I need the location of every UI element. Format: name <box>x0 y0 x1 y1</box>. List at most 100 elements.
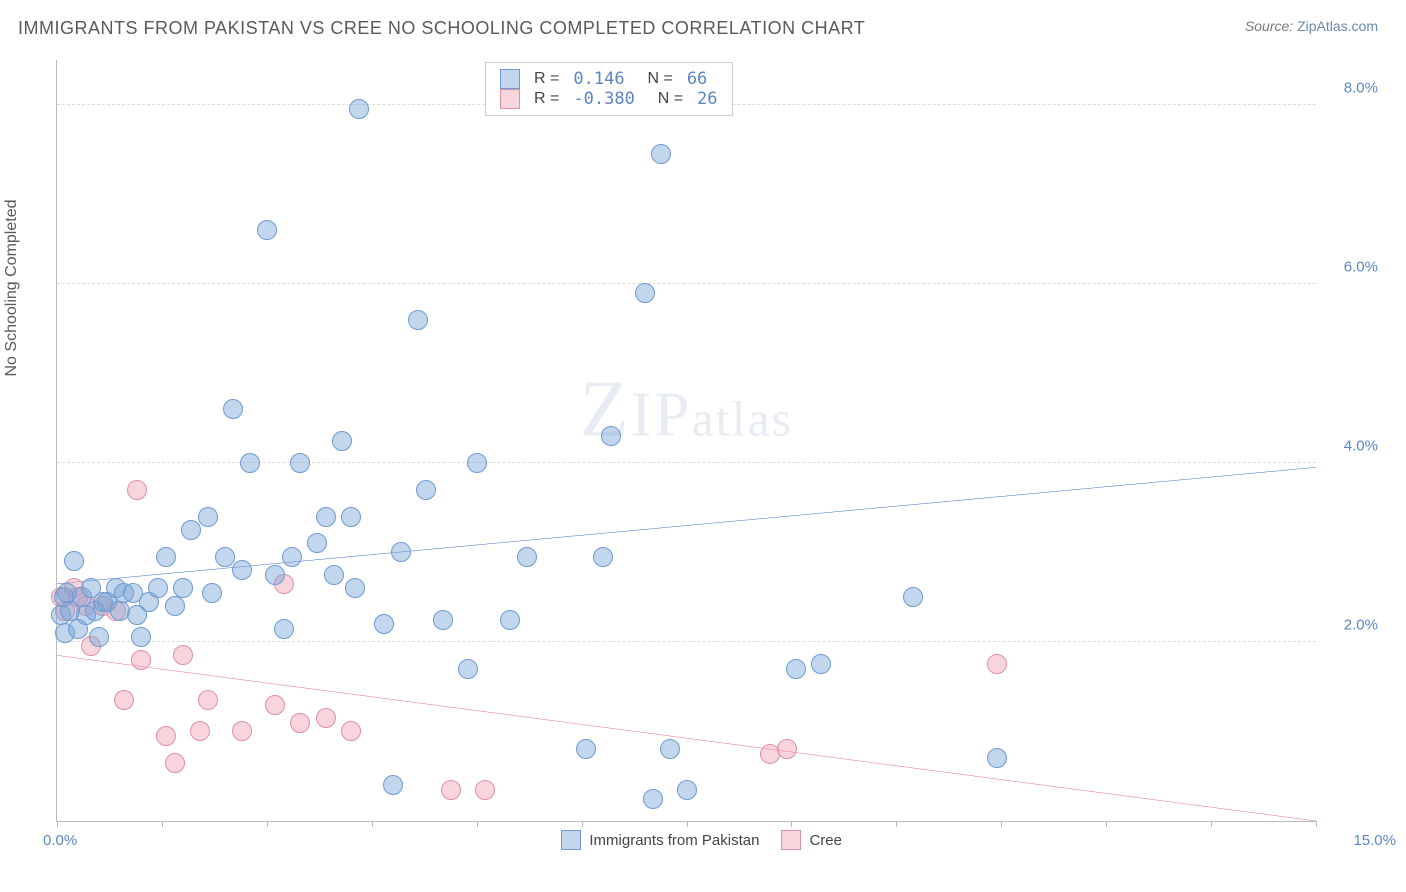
swatch-pink <box>500 89 520 109</box>
y-tick-label: 6.0% <box>1344 258 1378 275</box>
data-point-blue <box>467 453 487 473</box>
data-point-blue <box>786 659 806 679</box>
data-point-blue <box>601 426 621 446</box>
data-point-blue <box>64 551 84 571</box>
gridline <box>57 283 1316 284</box>
source-attribution: Source: ZipAtlas.com <box>1245 18 1378 34</box>
x-tick <box>162 821 163 827</box>
data-point-blue <box>660 739 680 759</box>
x-tick <box>1106 821 1107 827</box>
x-tick <box>1316 821 1317 827</box>
correlation-legend: R = 0.146 N = 66 R = -0.380 N = 26 <box>485 62 732 116</box>
data-point-blue <box>131 627 151 647</box>
y-tick-label: 8.0% <box>1344 79 1378 96</box>
x-tick <box>1001 821 1002 827</box>
data-point-blue <box>903 587 923 607</box>
data-point-pink <box>190 721 210 741</box>
data-point-blue <box>257 220 277 240</box>
chart-title: IMMIGRANTS FROM PAKISTAN VS CREE NO SCHO… <box>18 18 865 39</box>
data-point-pink <box>198 690 218 710</box>
trend-lines <box>57 60 1316 821</box>
data-point-blue <box>458 659 478 679</box>
n-value-blue: 66 <box>687 69 707 89</box>
legend-row-pink: R = -0.380 N = 26 <box>500 89 717 109</box>
data-point-blue <box>593 547 613 567</box>
data-point-blue <box>156 547 176 567</box>
data-point-blue <box>433 610 453 630</box>
data-point-blue <box>316 507 336 527</box>
swatch-blue <box>500 69 520 89</box>
data-point-pink <box>265 695 285 715</box>
scatter-plot: ZIPatlas R = 0.146 N = 66 R = -0.380 N =… <box>56 60 1316 822</box>
r-label: R = <box>534 90 559 108</box>
x-tick <box>57 821 58 827</box>
x-tick <box>791 821 792 827</box>
data-point-blue <box>349 99 369 119</box>
data-point-blue <box>274 619 294 639</box>
data-point-blue <box>811 654 831 674</box>
data-point-blue <box>202 583 222 603</box>
gridline <box>57 641 1316 642</box>
data-point-blue <box>89 627 109 647</box>
data-point-blue <box>408 310 428 330</box>
r-value-blue: 0.146 <box>573 69 624 89</box>
source-label: Source: <box>1245 18 1293 34</box>
data-point-blue <box>265 565 285 585</box>
data-point-blue <box>332 431 352 451</box>
legend-label-pink: Cree <box>809 832 842 849</box>
data-point-blue <box>576 739 596 759</box>
x-tick <box>582 821 583 827</box>
data-point-blue <box>181 520 201 540</box>
data-point-blue <box>677 780 697 800</box>
data-point-pink <box>290 713 310 733</box>
legend-item-blue: Immigrants from Pakistan <box>561 830 759 850</box>
legend-label-blue: Immigrants from Pakistan <box>589 832 759 849</box>
data-point-blue <box>324 565 344 585</box>
x-axis-max-label: 15.0% <box>1353 832 1396 849</box>
data-point-pink <box>131 650 151 670</box>
legend-row-blue: R = 0.146 N = 66 <box>500 69 717 89</box>
data-point-pink <box>777 739 797 759</box>
data-point-blue <box>643 789 663 809</box>
data-point-blue <box>240 453 260 473</box>
data-point-pink <box>987 654 1007 674</box>
data-point-blue <box>987 748 1007 768</box>
data-point-pink <box>316 708 336 728</box>
data-point-pink <box>475 780 495 800</box>
r-value-pink: -0.380 <box>573 89 634 109</box>
data-point-blue <box>345 578 365 598</box>
data-point-blue <box>635 283 655 303</box>
data-point-blue <box>223 399 243 419</box>
n-label: N = <box>649 90 683 108</box>
n-value-pink: 26 <box>697 89 717 109</box>
data-point-blue <box>416 480 436 500</box>
x-tick <box>687 821 688 827</box>
data-point-blue <box>383 775 403 795</box>
data-point-blue <box>290 453 310 473</box>
y-tick-label: 2.0% <box>1344 616 1378 633</box>
data-point-blue <box>374 614 394 634</box>
source-link[interactable]: ZipAtlas.com <box>1297 18 1378 34</box>
data-point-blue <box>198 507 218 527</box>
data-point-blue <box>282 547 302 567</box>
legend-item-pink: Cree <box>781 830 842 850</box>
data-point-pink <box>165 753 185 773</box>
data-point-pink <box>232 721 252 741</box>
n-label: N = <box>639 70 673 88</box>
swatch-blue-icon <box>561 830 581 850</box>
data-point-blue <box>148 578 168 598</box>
data-point-pink <box>127 480 147 500</box>
series-legend: Immigrants from Pakistan Cree <box>561 830 842 850</box>
data-point-blue <box>391 542 411 562</box>
data-point-pink <box>114 690 134 710</box>
data-point-blue <box>307 533 327 553</box>
x-tick <box>1211 821 1212 827</box>
data-point-blue <box>232 560 252 580</box>
x-tick <box>896 821 897 827</box>
swatch-pink-icon <box>781 830 801 850</box>
data-point-pink <box>156 726 176 746</box>
x-tick <box>267 821 268 827</box>
x-axis-min-label: 0.0% <box>43 832 77 849</box>
data-point-blue <box>215 547 235 567</box>
data-point-pink <box>341 721 361 741</box>
